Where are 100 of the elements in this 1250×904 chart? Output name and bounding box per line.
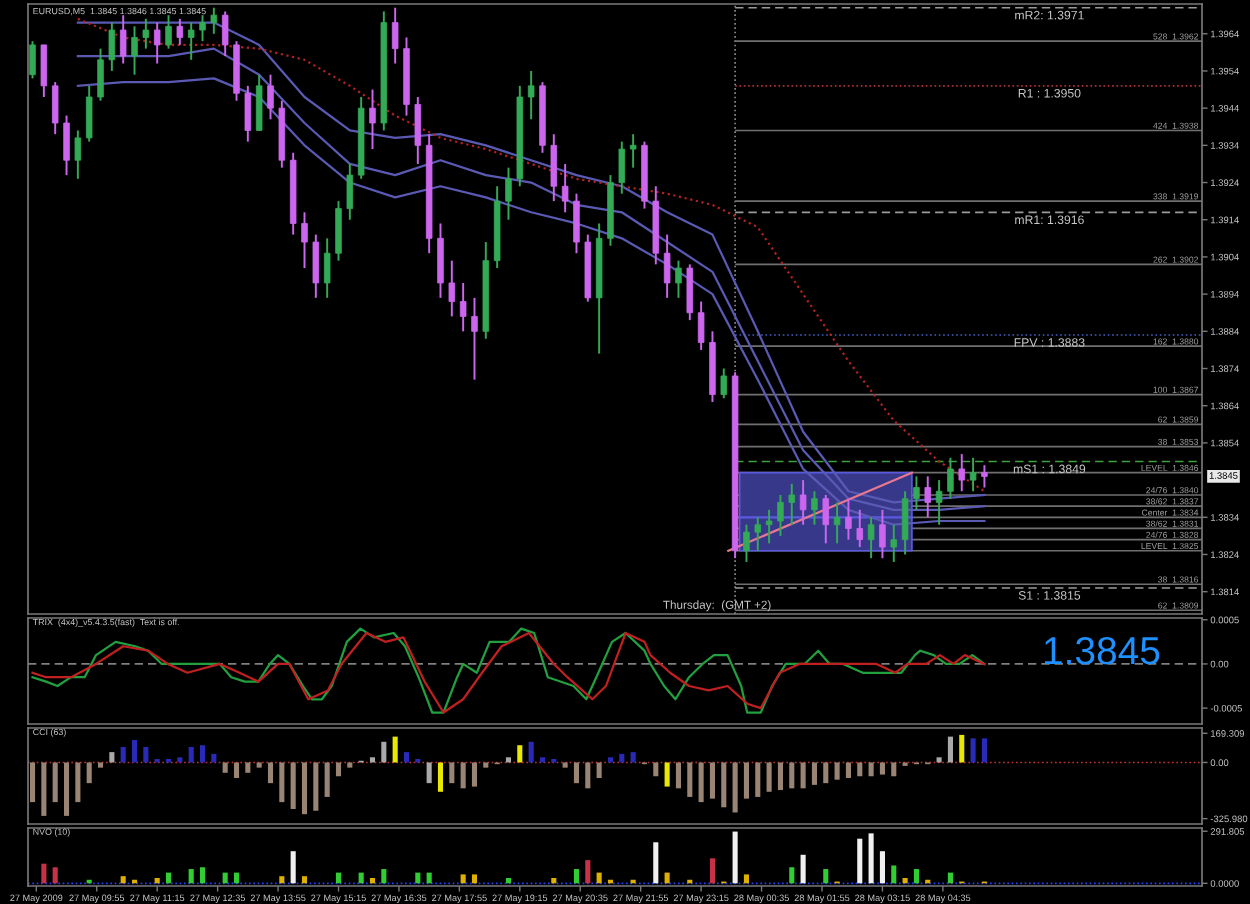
candlestick (856, 508, 864, 549)
candlestick (969, 456, 977, 493)
bar (868, 762, 874, 777)
candlestick (97, 47, 104, 102)
bar (947, 736, 953, 763)
candlestick (142, 17, 150, 50)
candlestick (63, 114, 70, 177)
candlestick (663, 233, 671, 299)
candlestick (301, 211, 308, 270)
candlestick (618, 140, 626, 195)
bar (290, 762, 296, 810)
bar (143, 746, 149, 763)
bar (857, 762, 863, 777)
bar (483, 762, 489, 768)
bar (403, 752, 410, 763)
bar (335, 872, 342, 884)
bar (698, 762, 704, 803)
bar (313, 762, 319, 811)
candlestick (867, 516, 875, 560)
bar (165, 872, 172, 884)
candlestick (629, 133, 637, 169)
bar (891, 865, 897, 884)
bar (755, 762, 761, 797)
bar (188, 746, 194, 763)
bar (109, 752, 115, 763)
bar (585, 762, 591, 789)
candlestick (335, 200, 342, 262)
bar (335, 762, 342, 777)
bar (279, 762, 285, 803)
candlestick (51, 81, 59, 136)
bar (41, 863, 47, 884)
candlestick (85, 84, 93, 143)
bar (845, 762, 851, 778)
bar (823, 869, 829, 884)
candlestick (788, 482, 796, 526)
bar (551, 877, 557, 884)
bar (471, 762, 478, 787)
bar (233, 872, 240, 884)
bar (460, 762, 466, 789)
candlestick (743, 523, 750, 563)
candlestick (754, 516, 762, 552)
candlestick (720, 367, 728, 400)
candlestick (369, 88, 376, 151)
bar (981, 738, 987, 763)
bar (29, 762, 36, 803)
bar (630, 752, 636, 763)
candlestick (165, 14, 172, 50)
bar (970, 738, 976, 763)
bar (460, 874, 466, 884)
candlestick (765, 508, 773, 545)
bar (41, 762, 47, 816)
bar (505, 757, 512, 763)
candlestick (573, 192, 580, 255)
bar (75, 762, 81, 803)
candlestick (221, 10, 229, 58)
bar (290, 851, 296, 884)
bar (52, 867, 58, 884)
candlestick (40, 43, 48, 98)
bar (381, 869, 387, 884)
bar (596, 872, 602, 884)
bar (573, 869, 580, 884)
candlestick (437, 222, 444, 299)
bar (573, 762, 580, 784)
bar (426, 762, 432, 784)
candlestick (924, 475, 932, 519)
bar (324, 762, 330, 797)
bar (664, 762, 670, 787)
bar (211, 753, 217, 763)
bar (245, 762, 251, 773)
candlestick (267, 73, 274, 121)
bar (199, 867, 206, 884)
bar (505, 877, 512, 884)
candlestick (391, 6, 399, 65)
bar (891, 762, 897, 777)
bar (120, 876, 126, 884)
bar (789, 762, 795, 789)
bar (358, 872, 364, 884)
bar (528, 741, 534, 763)
candlestick (947, 456, 954, 500)
bar (369, 877, 376, 884)
bar (154, 877, 160, 884)
bar (732, 831, 738, 884)
bar (585, 860, 591, 884)
candlestick (799, 479, 807, 526)
candlestick (414, 96, 422, 165)
candlestick (505, 166, 512, 221)
bar (868, 833, 874, 884)
bar (222, 872, 228, 884)
candlestick (879, 508, 886, 560)
bar (800, 762, 806, 789)
bar (721, 762, 727, 808)
bar (959, 734, 965, 763)
candlestick (822, 494, 830, 545)
candlestick (323, 237, 331, 299)
bar (471, 874, 478, 884)
bar (381, 741, 387, 763)
candlestick (901, 490, 909, 556)
bar (539, 757, 546, 763)
bar (256, 762, 262, 768)
candlestick (74, 129, 82, 180)
